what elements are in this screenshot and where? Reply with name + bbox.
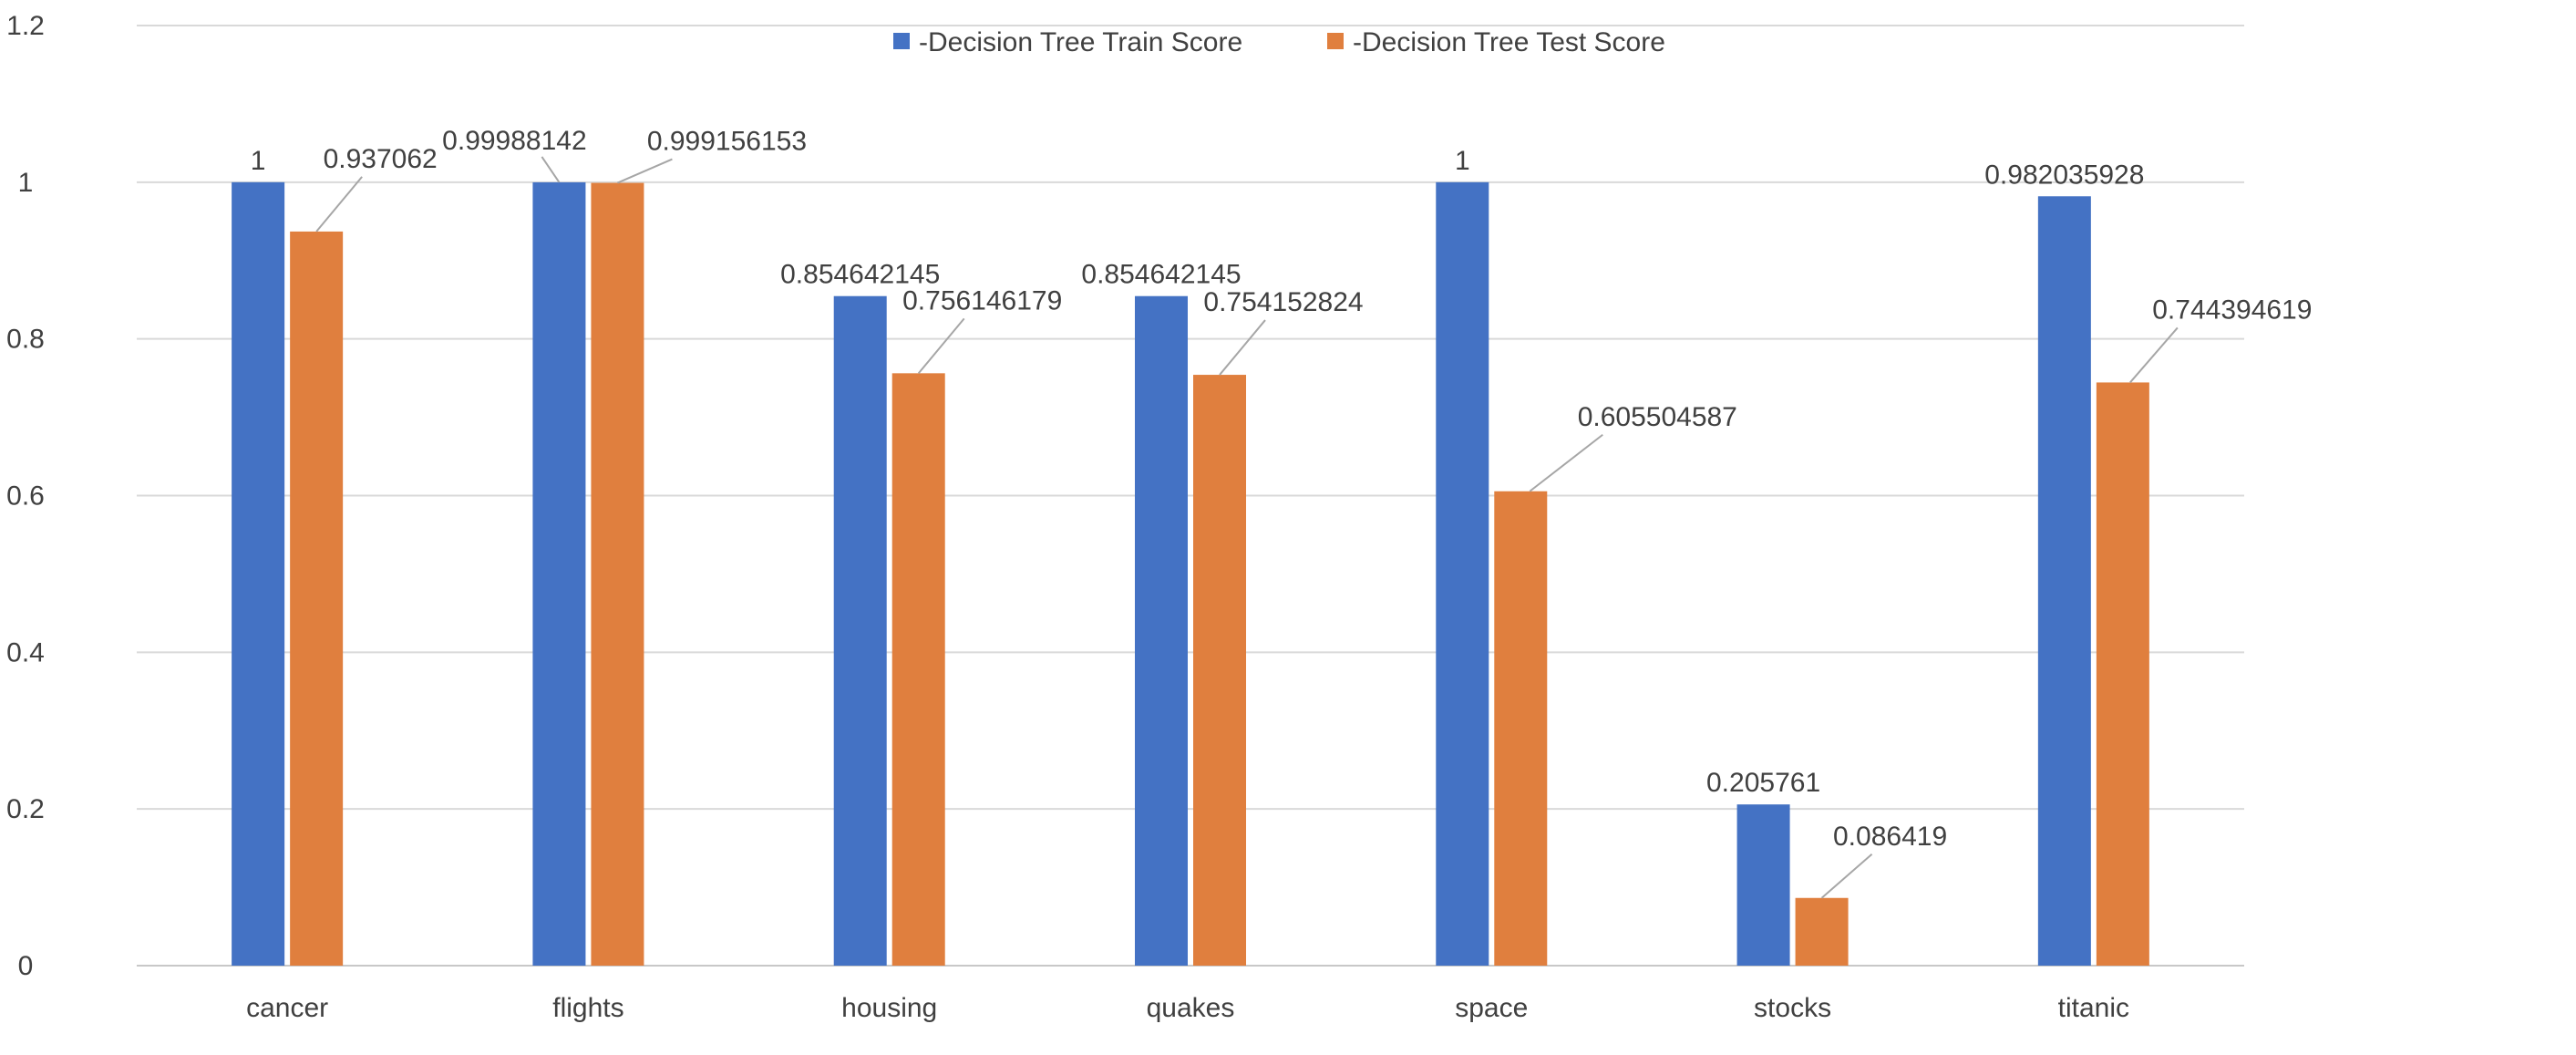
data-label-test-space: 0.605504587 [1578,402,1737,432]
label-leader-line [1219,319,1266,376]
data-label-test-housing: 0.756146179 [902,285,1062,315]
x-tick-label-stocks: stocks [1754,993,1831,1023]
data-label-test-titanic: 0.744394619 [2152,295,2312,325]
legend-label-train: -Decision Tree Train Score [919,27,1242,57]
bar-test-quakes [1193,375,1246,967]
legend-swatch-train [893,33,910,49]
y-tick-label: 0.6 [6,481,45,512]
x-axis: cancer flights housing quakes space stocks tit… [246,993,2129,1023]
label-leader-line [2129,326,2179,384]
bar-train-quakes [1135,295,1188,966]
y-tick-label: 0.2 [6,794,45,824]
data-label-test-quakes: 0.754152824 [1203,287,1363,317]
legend: -Decision Tree Train Score -Decision Tree… [893,27,1665,57]
data-label-test-stocks: 0.086419 [1833,822,1947,852]
bar-train-stocks [1736,804,1790,966]
bars [232,181,2149,967]
label-leader-line [617,158,673,184]
bar-test-flights [591,182,644,966]
data-label-train-cancer: 1 [251,146,266,176]
data-label-train-housing: 0.854642145 [780,260,940,290]
bar-train-flights [532,181,586,967]
y-tick-label: 0.4 [6,637,45,667]
label-leader-line [1529,433,1603,492]
legend-swatch-test [1327,33,1344,49]
x-tick-label-space: space [1455,993,1528,1023]
bar-test-housing [891,373,945,966]
label-leader-lines [315,156,2179,899]
bar-test-stocks [1795,897,1849,966]
gridlines [137,25,2244,967]
bar-train-space [1436,181,1489,967]
label-leader-line [917,317,965,374]
bar-train-cancer [232,181,285,967]
data-label-train-quakes: 0.854642145 [1081,260,1241,290]
data-label-train-flights: 0.99988142 [442,126,587,156]
bar-test-cancer [290,231,344,966]
y-tick-label: 1.2 [6,11,45,41]
y-axis: 0 0.2 0.4 0.6 0.8 1 1.2 [6,11,45,981]
data-label-train-titanic: 0.982035928 [1984,160,2144,190]
data-label-test-cancer: 0.937062 [324,144,438,174]
bar-test-space [1494,491,1548,966]
data-label-train-space: 1 [1455,146,1470,176]
bar-train-housing [833,295,887,966]
label-leader-line [1820,853,1873,899]
label-leader-line [541,156,561,183]
x-tick-label-cancer: cancer [246,993,328,1023]
y-tick-label: 1 [18,168,34,198]
data-label-train-stocks: 0.205761 [1706,768,1820,798]
bar-train-titanic [2037,196,2091,967]
y-tick-label: 0.8 [6,325,45,355]
x-tick-label-titanic: titanic [2058,993,2129,1023]
y-tick-label: 0 [18,951,34,981]
legend-label-test: -Decision Tree Test Score [1353,27,1665,57]
x-tick-label-quakes: quakes [1147,993,1235,1023]
bar-test-titanic [2096,382,2149,967]
x-tick-label-flights: flights [552,993,623,1023]
data-label-test-flights: 0.999156153 [647,127,807,157]
x-tick-label-housing: housing [841,993,937,1023]
label-leader-line [315,176,363,233]
